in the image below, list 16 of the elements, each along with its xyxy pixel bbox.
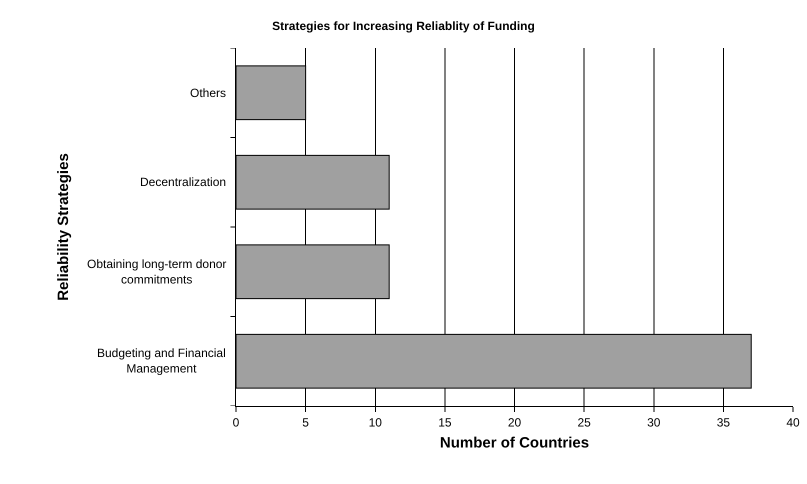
y-axis-title: Reliability Strategies — [54, 153, 72, 301]
x-tick-label: 30 — [647, 415, 661, 430]
y-tick-label: Others — [190, 86, 226, 100]
chart-title: Strategies for Increasing Reliablity of Funding — [272, 19, 535, 34]
x-tick-label: 20 — [508, 415, 522, 430]
x-axis-title: Number of Countries — [440, 434, 590, 452]
y-tick-label: Decentralization — [140, 175, 226, 189]
x-tick-label: 40 — [786, 415, 800, 430]
y-tick-label: Obtaining long-term donor commitments — [87, 257, 226, 287]
x-tick-label: 15 — [438, 415, 452, 430]
y-tick-label: Budgeting and Financial Management — [97, 346, 226, 376]
x-tick-label: 35 — [716, 415, 730, 430]
x-tick-label: 25 — [577, 415, 592, 430]
x-tick-label: 0 — [232, 415, 240, 430]
x-tick-label: 10 — [368, 415, 382, 430]
x-tick-label: 5 — [302, 415, 310, 430]
